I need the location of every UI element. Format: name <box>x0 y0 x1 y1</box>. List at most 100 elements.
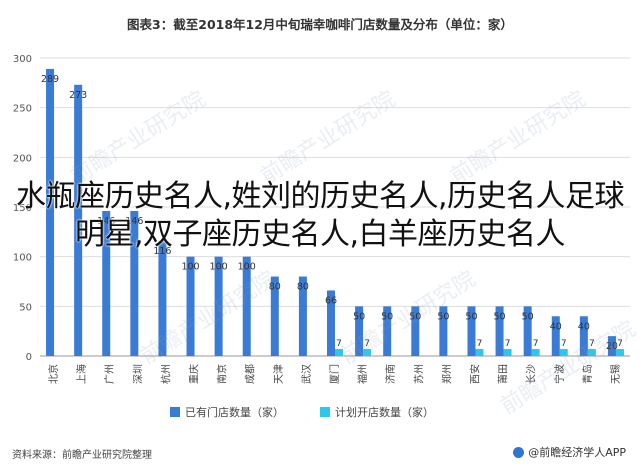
bar-planned-stores <box>363 349 372 356</box>
bar-existing-stores <box>298 276 307 356</box>
bar-series <box>46 68 624 356</box>
data-label-planned: 7 <box>617 339 623 349</box>
y-tick-label: 50 <box>19 302 32 313</box>
x-tick-label: 莆田 <box>497 364 510 384</box>
legend: 已有门店数量（家） 计划开店数量（家） <box>170 405 434 419</box>
data-label: 50 <box>494 311 506 322</box>
bar-planned-stores <box>335 349 343 356</box>
data-label: 50 <box>409 311 421 322</box>
data-label: 100 <box>210 262 228 273</box>
data-label: 50 <box>353 311 365 322</box>
x-tick-label: 成都 <box>245 364 257 384</box>
x-tick-label: 武汉 <box>300 364 313 384</box>
data-label-planned: 7 <box>336 339 342 349</box>
bar-existing-stores <box>355 306 364 356</box>
bar-planned-stores <box>475 349 484 356</box>
bar-existing-stores <box>495 306 504 356</box>
bar-existing-stores <box>186 256 195 356</box>
x-tick-label: 厦门 <box>328 364 341 384</box>
bar-existing-stores <box>130 210 139 356</box>
overlay-headline: 水瓶座历史名人,姓刘的历史名人,历史名人足球明星,双子座历史名人,白羊座历史名人 <box>15 179 625 252</box>
bar-existing-stores <box>214 256 223 356</box>
x-tick-label: 苏州 <box>412 364 425 384</box>
brand-credit: @前瞻经济学人APP <box>513 444 626 460</box>
legend-swatch <box>320 407 330 417</box>
bar-planned-stores <box>503 349 512 356</box>
y-tick-label: 0 <box>26 352 32 363</box>
data-label: 20 <box>606 341 618 352</box>
chart-title: 图表3：截至2018年12月中旬瑞幸咖啡门店数量及分布（单位：家） <box>127 17 513 32</box>
x-tick-label: 重庆 <box>188 364 201 384</box>
data-label: 273 <box>69 90 87 101</box>
data-label: 80 <box>297 282 309 293</box>
x-tick-label: 南京 <box>216 364 229 384</box>
x-tick-label: 福州 <box>356 364 369 384</box>
x-tick-label: 青岛 <box>581 364 594 384</box>
y-tick-label: 250 <box>13 104 32 115</box>
legend-label: 计划开店数量（家） <box>335 405 434 419</box>
x-tick-label: 西安 <box>468 364 481 384</box>
bar-existing-stores <box>411 306 420 356</box>
data-label: 50 <box>381 311 393 322</box>
bar-existing-stores <box>158 240 167 356</box>
x-tick-label: 广州 <box>104 364 116 384</box>
brand-label: @前瞻经济学人APP <box>528 446 626 459</box>
data-label-planned: 7 <box>505 339 511 349</box>
bar-existing-stores <box>467 306 476 356</box>
bar-planned-stores <box>559 349 568 356</box>
x-tick-label: 郑州 <box>440 364 453 384</box>
bar-existing-stores <box>523 306 532 356</box>
x-tick-label: 深圳 <box>132 364 144 384</box>
y-tick-label: 100 <box>13 253 32 264</box>
bar-existing-stores <box>439 306 448 356</box>
data-label: 100 <box>238 262 256 273</box>
data-label: 146 <box>125 216 143 227</box>
brand-logo-icon <box>513 446 525 458</box>
bar-existing-stores <box>579 316 588 356</box>
data-label: 80 <box>269 282 281 293</box>
bar-existing-stores <box>46 68 55 356</box>
data-label: 50 <box>465 311 477 322</box>
bar-existing-stores <box>551 316 560 356</box>
bar-existing-stores <box>383 306 392 356</box>
x-tick-label: 北京 <box>47 364 60 384</box>
data-label: 40 <box>550 321 562 332</box>
data-label: 100 <box>181 262 199 273</box>
y-axis: 0 50 100 150 200 250 300 <box>13 54 32 363</box>
data-label-planned: 7 <box>561 339 567 349</box>
data-label-planned: 7 <box>364 339 370 349</box>
bar-existing-stores <box>607 336 616 356</box>
x-tick-label: 天津 <box>273 364 285 384</box>
data-label: 66 <box>325 295 337 306</box>
y-tick-label: 200 <box>13 153 32 164</box>
bar-planned-stores <box>531 349 540 356</box>
source-note: 资料来源：前瞻产业研究院整理 <box>12 450 152 461</box>
x-tick-label: 无锡 <box>609 364 622 384</box>
bar-existing-stores <box>102 210 111 356</box>
data-label: 146 <box>97 216 115 227</box>
data-label-planned: 7 <box>589 339 595 349</box>
data-label: 116 <box>153 246 171 257</box>
bar-existing-stores <box>327 290 335 356</box>
x-tick-label: 长沙 <box>526 364 538 384</box>
legend-label: 已有门店数量（家） <box>185 405 284 419</box>
data-label: 50 <box>437 311 449 322</box>
x-tick-label: 济南 <box>384 364 397 384</box>
data-label: 40 <box>578 321 590 332</box>
x-tick-label: 杭州 <box>159 364 172 384</box>
y-tick-label: 150 <box>13 203 32 214</box>
x-tick-label: 宁波 <box>553 364 566 384</box>
bar-existing-stores <box>242 256 251 356</box>
data-label-planned: 7 <box>477 339 483 349</box>
data-label-planned: 7 <box>533 339 539 349</box>
data-label: 50 <box>522 311 534 322</box>
data-label: 289 <box>41 74 59 85</box>
legend-swatch <box>170 407 180 417</box>
bar-planned-stores <box>587 349 596 356</box>
bar-planned-stores <box>615 349 624 356</box>
bar-existing-stores <box>270 276 279 356</box>
y-tick-label: 300 <box>13 54 32 65</box>
x-tick-label: 上海 <box>75 364 88 384</box>
bar-existing-stores <box>74 84 83 356</box>
